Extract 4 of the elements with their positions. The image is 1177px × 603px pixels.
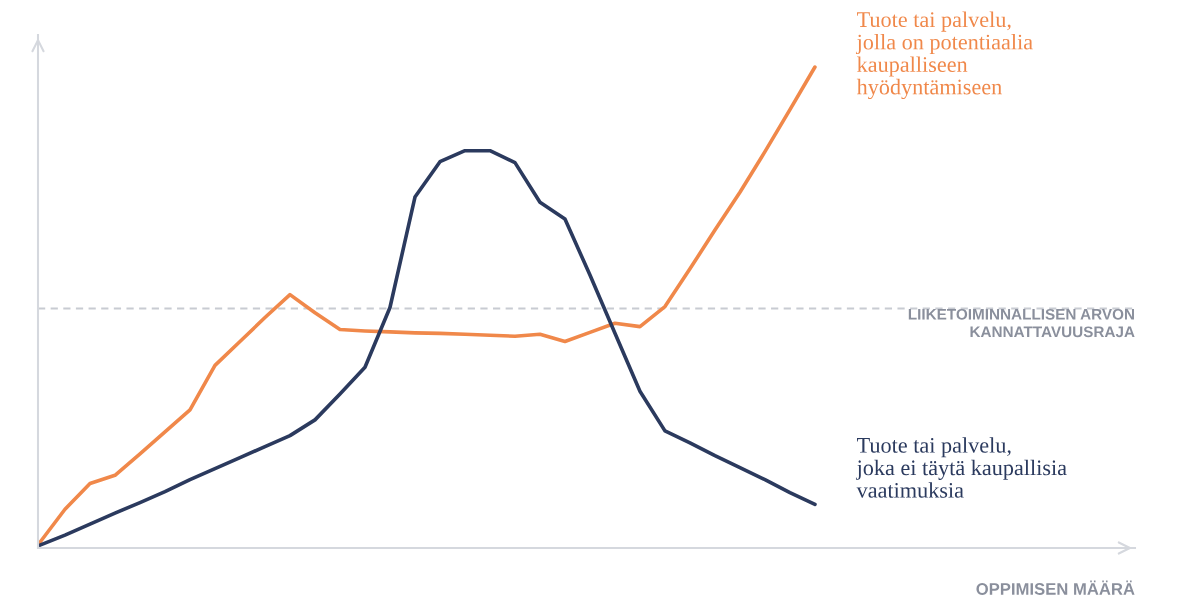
series-label: Tuote tai palvelu, joka ei täytä kaupallisia vaatimuksia (855, 437, 1067, 498)
series-label: Tuote tai palvelu, jolla on potentiaalia kaupalliseen hyödyntämiseen (855, 11, 1033, 100)
text: OPPIMISEN MÄÄRÄ (976, 580, 1135, 595)
ref-line-label: LIIKETOIMINNALLISEN ARVON KANNATTAVUUSRAJA (908, 308, 1135, 338)
